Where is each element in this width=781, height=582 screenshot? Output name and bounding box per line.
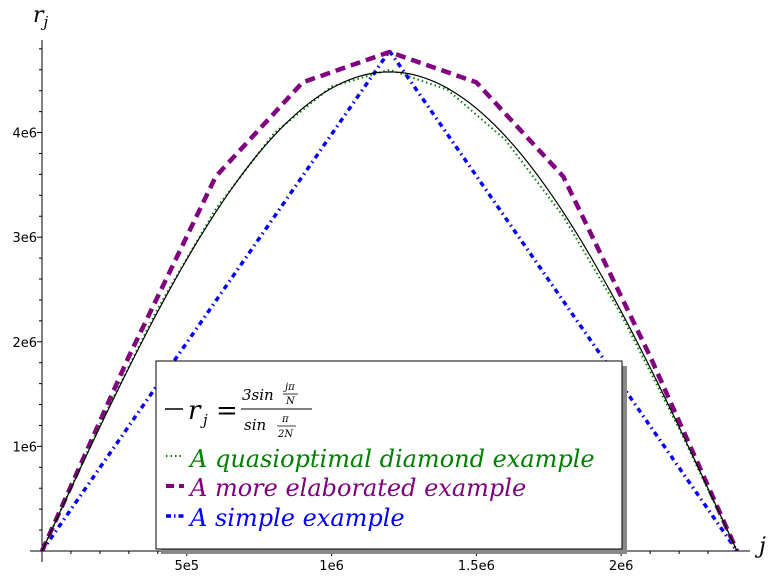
legend-formula-equals: = xyxy=(216,396,238,426)
legend-formula-num-frac-bottom: N xyxy=(285,396,296,407)
y-tick-label: 3e6 xyxy=(12,231,37,246)
x-axis-label: j xyxy=(754,534,766,559)
legend-box xyxy=(155,360,623,550)
legend-entry-quasioptimal: A quasioptimal diamond example xyxy=(166,445,595,473)
y-tick-label: 2e6 xyxy=(12,336,37,351)
series-layer xyxy=(39,49,740,552)
series-formula-curve xyxy=(41,71,738,552)
legend-entry-elaborated: A more elaborated example xyxy=(166,474,526,502)
tick-labels: 5e5 1e6 1.5e6 2e6 1e6 2e6 3e6 4e6 xyxy=(12,127,633,574)
legend-formula-lhs: r xyxy=(188,396,202,426)
legend-formula-num-frac-top: jπ xyxy=(283,382,295,393)
legend-formula-lhs-sub: j xyxy=(200,411,208,429)
legend-formula-den-func: sin xyxy=(244,416,266,434)
series-elaborated xyxy=(39,49,740,552)
legend-label-simple: A simple example xyxy=(188,504,405,532)
x-tick-label: 2e6 xyxy=(609,559,634,574)
legend-formula-den-frac-bottom: 2N xyxy=(277,429,294,440)
x-tick-label: 1e6 xyxy=(319,559,344,574)
legend-formula-num-coef: 3sin xyxy=(242,386,274,404)
x-tick-label: 5e5 xyxy=(175,559,200,574)
x-tick-label: 1.5e6 xyxy=(458,559,495,574)
legend-label-elaborated: A more elaborated example xyxy=(188,474,526,502)
legend-label-quasioptimal: A quasioptimal diamond example xyxy=(188,445,595,473)
legend: r j = 3sin jπ N sin π 2N A quasioptimal … xyxy=(155,360,627,554)
legend-entry-formula: r j = 3sin jπ N sin π 2N xyxy=(165,382,312,440)
y-tick-label: 4e6 xyxy=(12,127,37,142)
legend-entry-simple: A simple example xyxy=(166,504,405,532)
y-tick-label: 1e6 xyxy=(12,440,37,455)
legend-formula-den-frac-top: π xyxy=(281,414,289,425)
y-axis-label: rj xyxy=(33,3,49,31)
